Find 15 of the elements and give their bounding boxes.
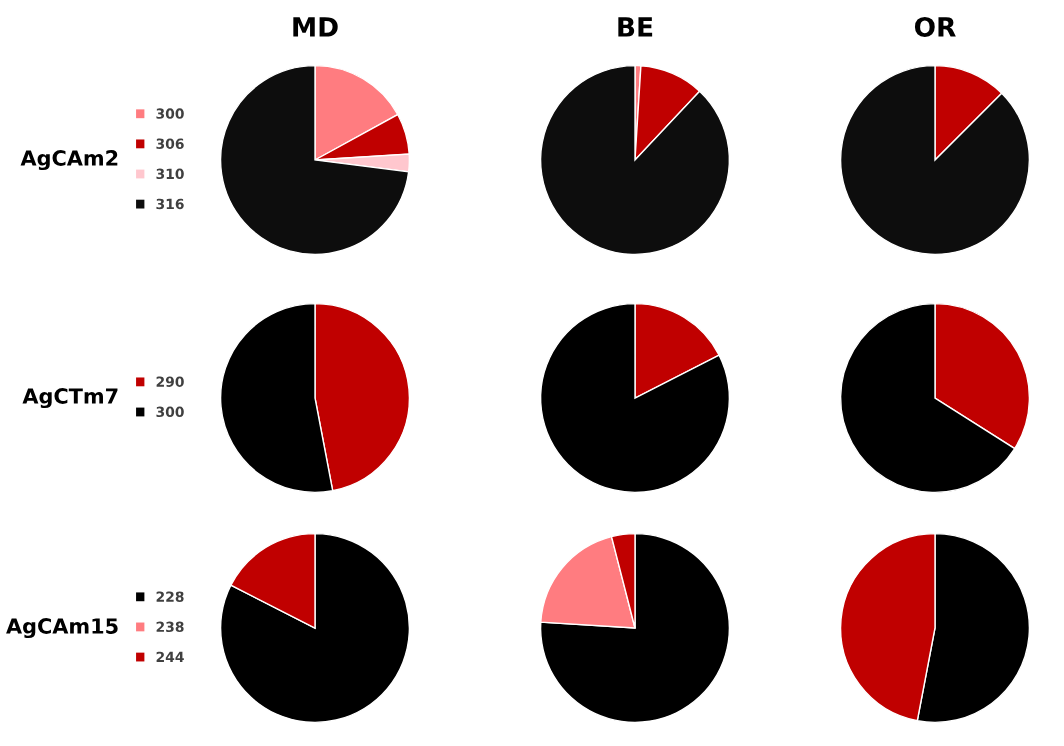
legend-label: 300 [156, 108, 184, 119]
legend-label: 244 [156, 651, 184, 662]
legend-label: 228 [156, 591, 184, 602]
legend-label: 306 [156, 138, 184, 149]
legend-label: 316 [156, 198, 184, 210]
text: AgCTm7 [22, 388, 118, 409]
legend-label: 238 [156, 621, 184, 633]
chart-title: MD [293, 17, 338, 37]
legend-label: 300 [156, 406, 184, 418]
chart-title: BE [618, 17, 653, 37]
legend-label: 290 [156, 376, 184, 387]
text: AgCAm2 [20, 150, 118, 171]
legend-label: 310 [156, 168, 184, 180]
chart-title: OR [914, 16, 956, 37]
text: AgCAm15 [6, 618, 118, 639]
